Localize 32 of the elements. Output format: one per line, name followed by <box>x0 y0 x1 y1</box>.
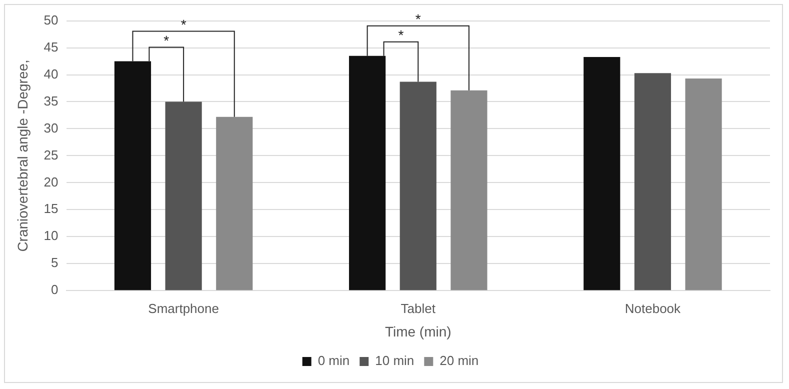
y-tick-label: 50 <box>44 12 58 28</box>
y-tick-label: 10 <box>44 228 58 244</box>
x-axis-title: Time (min) <box>384 323 452 340</box>
y-tick-label: 35 <box>44 93 58 108</box>
y-axis-title: Craniovertebral angle -Degree, <box>14 60 30 252</box>
annotation: * <box>180 16 187 32</box>
annotation: * <box>415 10 422 27</box>
y-tick-label: 0 <box>51 282 58 298</box>
y-tick-label: 25 <box>44 147 58 162</box>
x-tick-label: Notebook <box>624 300 682 316</box>
bar <box>584 56 620 290</box>
y-tick-label: 30 <box>44 120 58 136</box>
bar <box>634 73 672 290</box>
legend-label: 0 min <box>318 353 350 368</box>
bar <box>165 102 202 290</box>
y-tick-label: 40 <box>44 66 58 82</box>
y-tick-label: 15 <box>44 201 58 216</box>
y-tick-label: 45 <box>44 39 58 54</box>
bar <box>400 82 436 290</box>
legend-label: 10 min <box>375 353 414 368</box>
bar <box>685 78 722 290</box>
annotation: * <box>164 32 170 48</box>
legend-label: 20 min <box>440 353 479 368</box>
x-tick-label: Tablet <box>400 300 436 316</box>
bar <box>349 56 386 290</box>
y-tick-label: 20 <box>44 174 58 190</box>
annotation: * <box>398 26 404 43</box>
bar <box>216 116 253 290</box>
y-tick-label: 5 <box>51 255 58 270</box>
bar <box>114 61 152 290</box>
bar <box>450 90 488 290</box>
x-tick-label: Smartphone <box>148 300 219 316</box>
